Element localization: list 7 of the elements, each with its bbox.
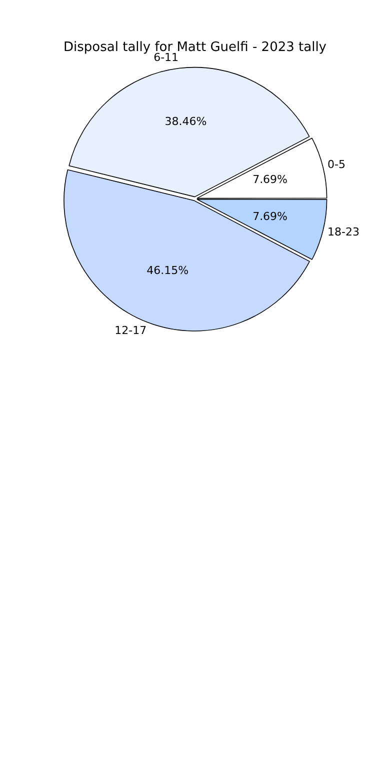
slice-label: 12-17 xyxy=(114,324,147,338)
data-label: 7.69% xyxy=(252,173,288,186)
slice-label: 18-23 xyxy=(328,226,360,239)
slice-label: 0-5 xyxy=(328,158,346,171)
data-label: 46.15% xyxy=(146,264,189,277)
data-label: 38.46% xyxy=(164,114,207,128)
data-label: 7.69% xyxy=(252,210,288,224)
